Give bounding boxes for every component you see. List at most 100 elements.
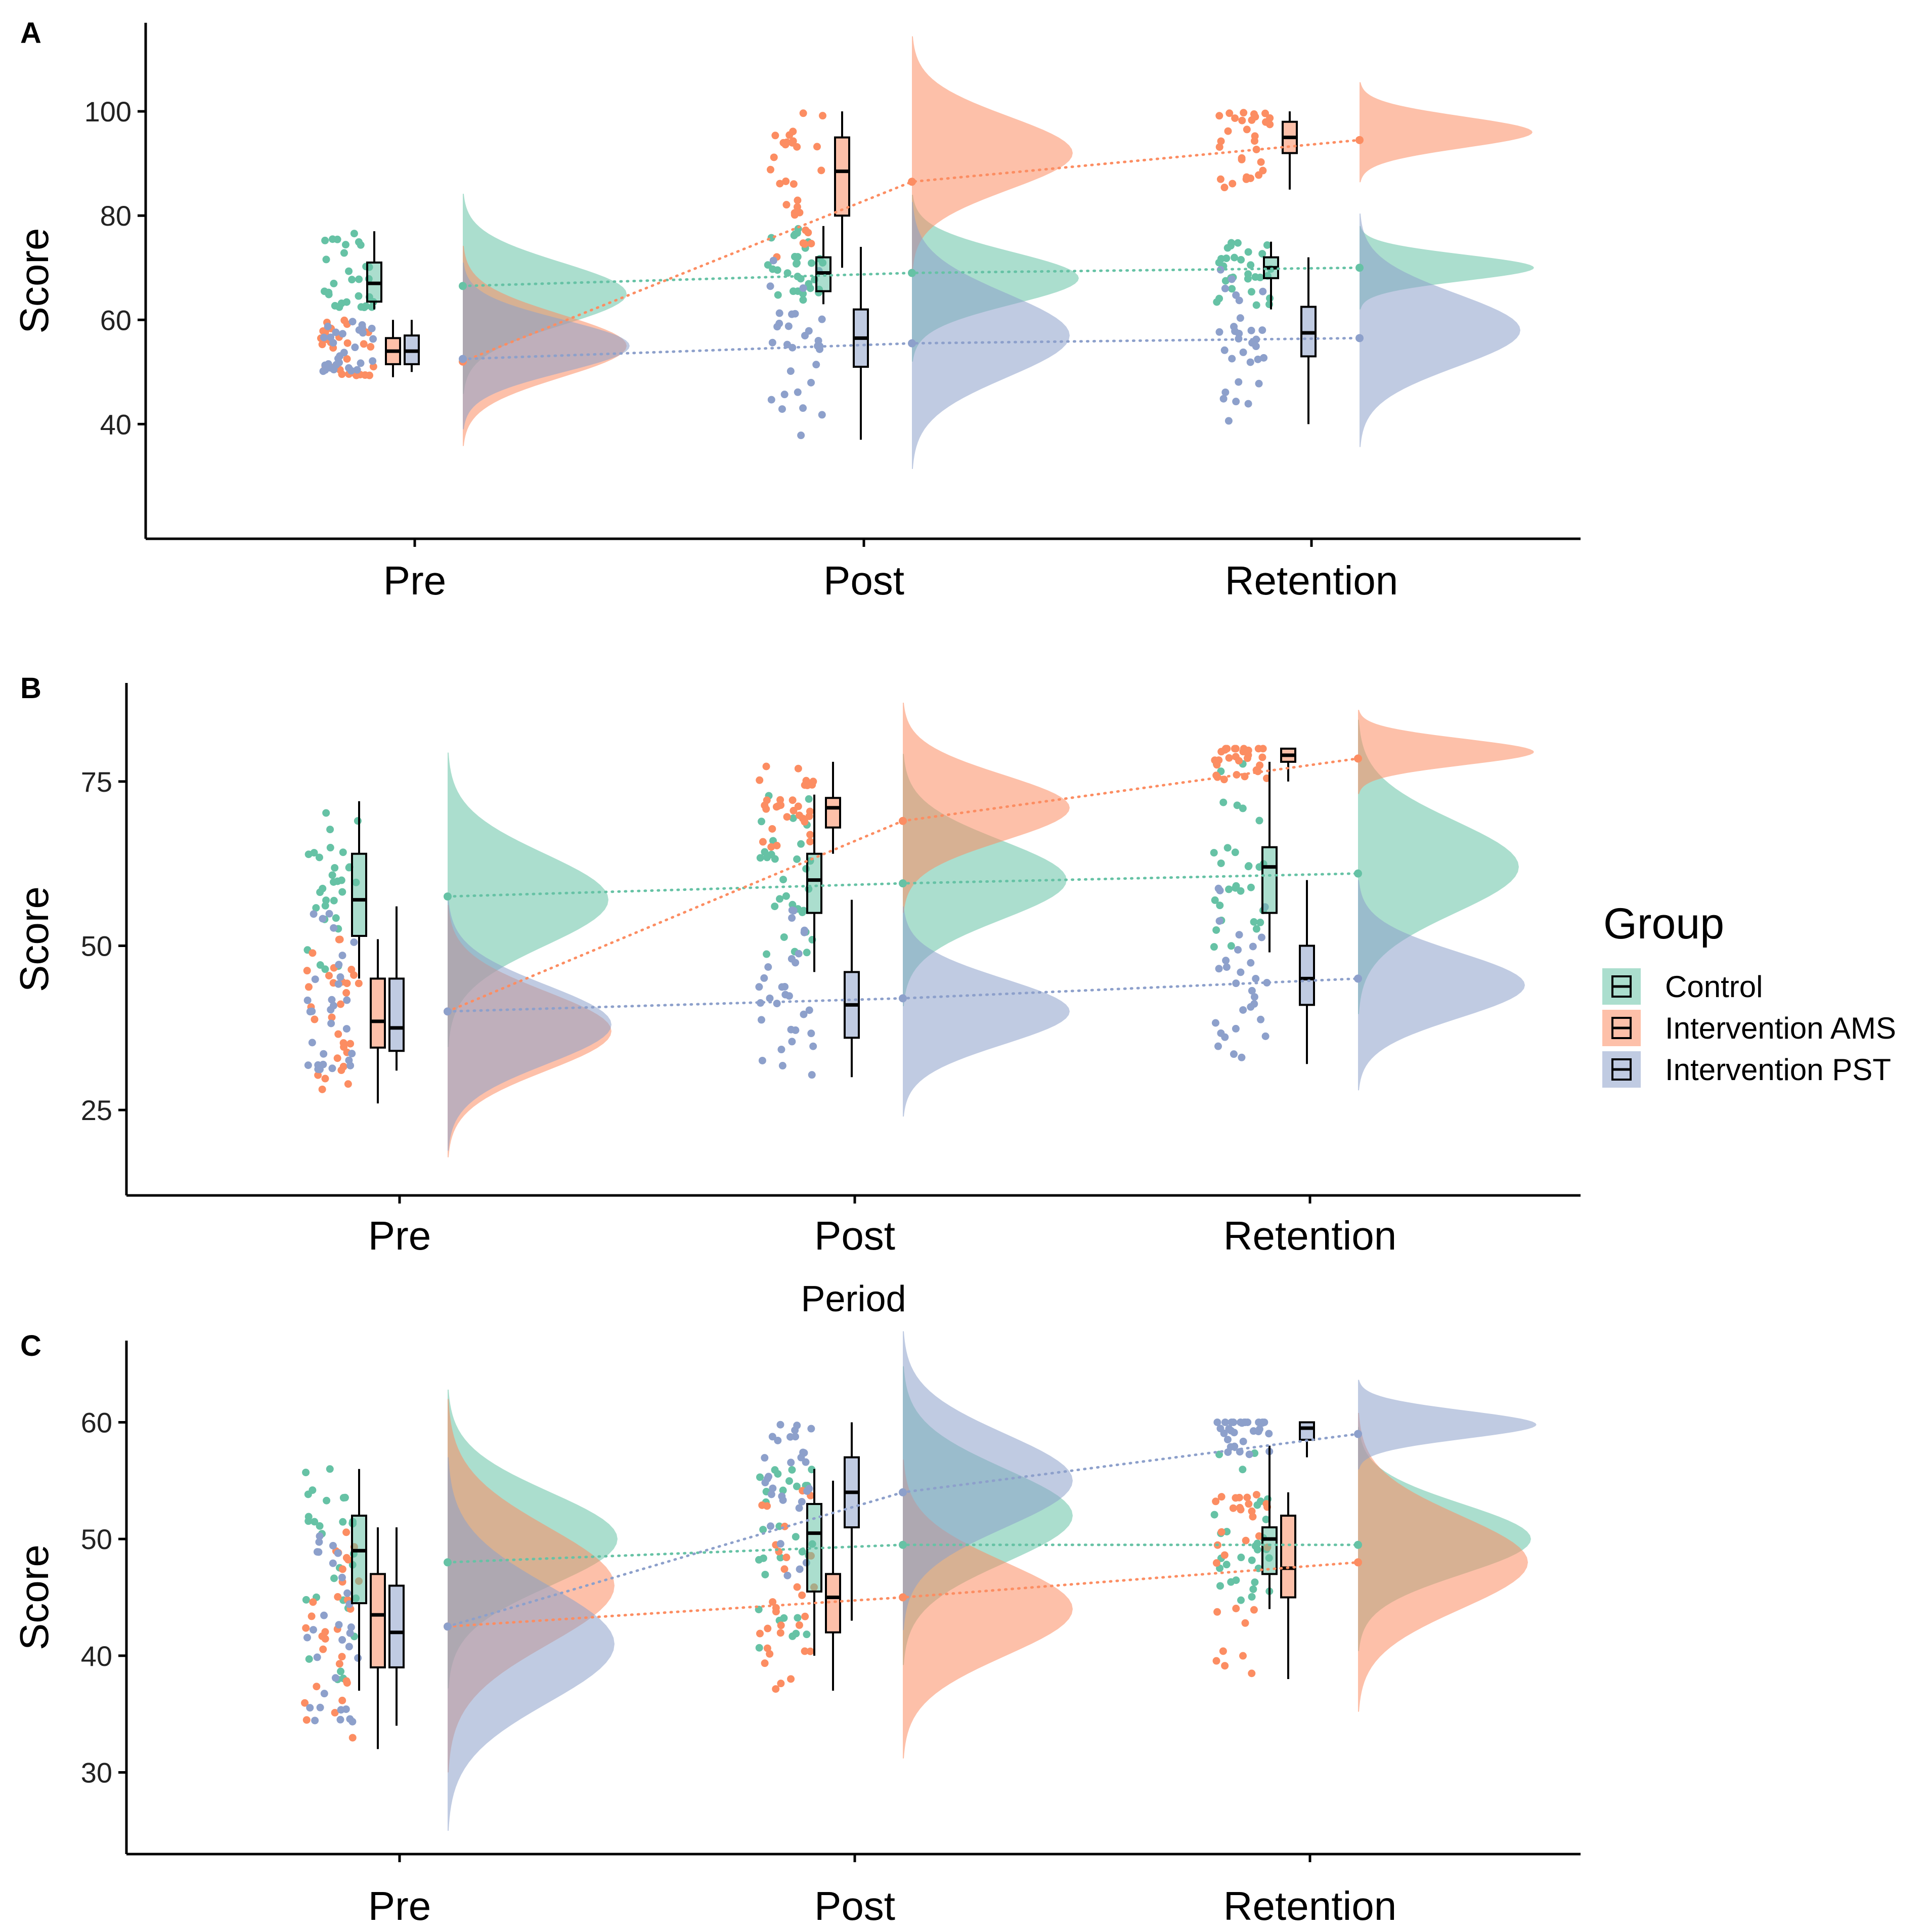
data-point [1251, 1578, 1259, 1586]
x-tick-label: Pre [368, 1883, 431, 1928]
data-point [1212, 1497, 1220, 1506]
data-point [790, 180, 798, 188]
data-point [777, 1680, 785, 1688]
y-tick-label: 30 [81, 1757, 112, 1789]
data-point [338, 1573, 346, 1581]
data-point [783, 340, 791, 349]
data-point [1238, 154, 1246, 162]
data-point [774, 1436, 782, 1444]
data-point [1256, 918, 1264, 926]
data-point [1220, 184, 1229, 192]
data-point [1250, 993, 1258, 1001]
data-point [328, 871, 336, 879]
data-point [1236, 1504, 1244, 1512]
data-point [1217, 137, 1225, 145]
data-point [1232, 398, 1240, 406]
y-tick-label: 100 [84, 96, 132, 127]
density-cloud [448, 1457, 615, 1831]
data-point [808, 259, 816, 267]
mean-point [908, 339, 916, 348]
data-point [1262, 118, 1270, 126]
data-point [334, 1030, 342, 1038]
data-point [1235, 757, 1243, 765]
data-point [777, 1046, 785, 1054]
data-point [315, 853, 323, 862]
data-point [1228, 355, 1236, 363]
data-point [1210, 849, 1218, 857]
data-point [340, 349, 348, 357]
data-point [1250, 137, 1258, 145]
data-point [786, 1433, 795, 1441]
data-point [360, 340, 368, 348]
data-point [757, 1016, 765, 1024]
data-point [1243, 125, 1251, 134]
box-body [351, 852, 367, 937]
density-cloud [903, 702, 1070, 913]
mean-point [899, 1488, 907, 1496]
data-point [1258, 753, 1266, 761]
data-point [334, 980, 342, 988]
data-point [350, 938, 358, 946]
data-point [348, 276, 356, 284]
data-point [778, 1492, 786, 1500]
mean-point [459, 282, 467, 290]
data-point [797, 840, 805, 848]
data-point [329, 1559, 337, 1567]
data-point [756, 776, 764, 784]
box-body [388, 977, 405, 1052]
data-point [302, 1716, 311, 1724]
data-point [782, 1554, 791, 1562]
data-point [344, 1556, 353, 1564]
data-point [1216, 901, 1224, 910]
data-point [798, 1548, 806, 1556]
data-point [313, 1683, 321, 1691]
data-point [1219, 798, 1228, 806]
data-point [322, 809, 330, 817]
mean-point [908, 178, 916, 186]
data-point [1232, 1605, 1240, 1613]
data-point [789, 900, 797, 909]
data-point [336, 1715, 344, 1724]
data-point [340, 1043, 348, 1051]
data-point [801, 1647, 809, 1655]
data-point [807, 378, 815, 387]
x-tick-label: Retention [1225, 558, 1398, 603]
data-point [799, 814, 807, 823]
data-point [325, 972, 333, 980]
data-point [782, 177, 790, 185]
data-point [808, 781, 816, 789]
data-point [1225, 754, 1233, 762]
data-point [1235, 296, 1243, 305]
data-point [1235, 1493, 1243, 1501]
data-point [320, 1690, 328, 1698]
data-point [1250, 918, 1258, 926]
y-tick-label: 75 [81, 766, 112, 798]
data-point [1262, 1515, 1270, 1523]
data-point [805, 280, 813, 288]
data-point [776, 1554, 784, 1562]
data-point [1242, 1536, 1250, 1544]
data-point [763, 796, 771, 804]
data-point [1256, 1497, 1264, 1506]
data-point [1255, 1532, 1263, 1540]
data-point [369, 335, 377, 343]
data-point [368, 324, 376, 332]
mean-point [1354, 754, 1362, 763]
data-point [1216, 886, 1224, 894]
data-point [336, 1000, 344, 1008]
data-point [776, 1421, 784, 1429]
data-point [1247, 959, 1255, 967]
data-point [1240, 109, 1248, 117]
data-point [799, 284, 807, 292]
data-point [1263, 979, 1271, 987]
data-point [795, 1504, 803, 1512]
legend-item: Intervention PST [1602, 1051, 1891, 1088]
data-point [761, 1479, 769, 1487]
data-point [338, 1653, 346, 1661]
data-point [761, 1454, 769, 1462]
data-point [761, 1659, 769, 1667]
data-point [793, 143, 801, 151]
data-point [1256, 761, 1264, 769]
data-point [306, 1704, 314, 1712]
box-body [370, 977, 386, 1049]
